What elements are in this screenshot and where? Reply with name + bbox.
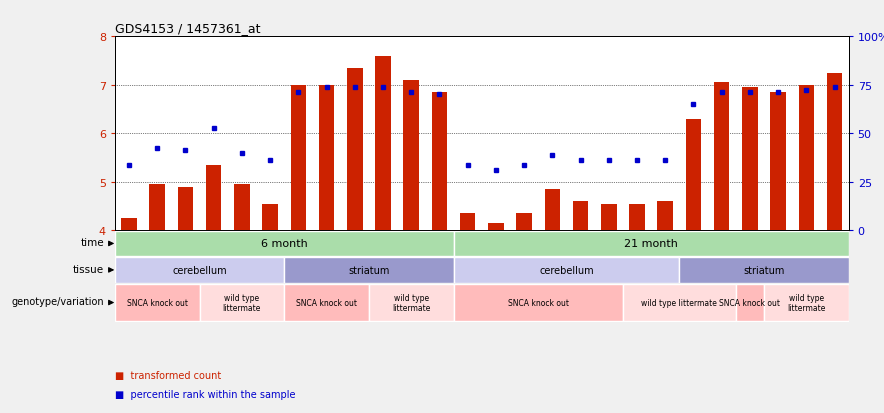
Bar	[285, 284, 369, 321]
Bar	[431, 93, 447, 231]
Bar	[827, 74, 842, 231]
Bar	[178, 187, 194, 231]
Bar	[623, 284, 735, 321]
Bar	[460, 214, 476, 231]
Bar	[234, 185, 249, 231]
Text: SNCA knock out: SNCA knock out	[296, 298, 357, 307]
Text: 21 month: 21 month	[624, 239, 678, 249]
Text: wild type littermate: wild type littermate	[642, 298, 717, 307]
Bar	[770, 93, 786, 231]
Text: wild type
littermate: wild type littermate	[223, 293, 261, 313]
Bar	[285, 258, 453, 283]
Bar	[200, 284, 285, 321]
Bar	[488, 223, 504, 231]
Bar	[798, 85, 814, 231]
Bar	[263, 204, 278, 231]
Bar	[516, 214, 532, 231]
Text: cerebellum: cerebellum	[539, 265, 594, 275]
Bar	[121, 218, 137, 231]
Bar	[115, 231, 453, 256]
Bar	[658, 202, 673, 231]
Text: ■  transformed count: ■ transformed count	[115, 370, 221, 380]
Text: SNCA knock out: SNCA knock out	[507, 298, 568, 307]
Text: SNCA knock out: SNCA knock out	[126, 298, 187, 307]
Text: genotype/variation: genotype/variation	[11, 296, 104, 306]
Text: cerebellum: cerebellum	[172, 265, 227, 275]
Bar	[403, 81, 419, 231]
Bar	[369, 284, 453, 321]
Bar	[149, 185, 165, 231]
Text: GDS4153 / 1457361_at: GDS4153 / 1457361_at	[115, 21, 261, 35]
Text: 6 month: 6 month	[261, 239, 308, 249]
Bar	[347, 69, 362, 231]
Bar	[206, 165, 222, 231]
Bar	[714, 83, 729, 231]
Bar	[573, 202, 589, 231]
Bar	[679, 258, 849, 283]
Bar	[601, 204, 616, 231]
Text: striatum: striatum	[348, 265, 390, 275]
Text: SNCA knock out: SNCA knock out	[720, 298, 781, 307]
Text: tissue: tissue	[72, 264, 104, 274]
Bar	[453, 231, 849, 256]
Bar	[115, 284, 200, 321]
Bar	[764, 284, 849, 321]
Bar	[291, 85, 306, 231]
Text: time: time	[80, 237, 104, 247]
Bar	[629, 204, 644, 231]
Bar	[115, 258, 285, 283]
Bar	[453, 258, 679, 283]
Bar	[453, 284, 623, 321]
Bar	[545, 190, 560, 231]
Text: wild type
littermate: wild type littermate	[392, 293, 431, 313]
Text: wild type
littermate: wild type littermate	[787, 293, 826, 313]
Bar	[742, 88, 758, 231]
Text: striatum: striatum	[743, 265, 785, 275]
Bar	[735, 284, 764, 321]
Bar	[686, 119, 701, 231]
Bar	[375, 57, 391, 231]
Bar	[319, 85, 334, 231]
Text: ■  percentile rank within the sample: ■ percentile rank within the sample	[115, 389, 295, 399]
